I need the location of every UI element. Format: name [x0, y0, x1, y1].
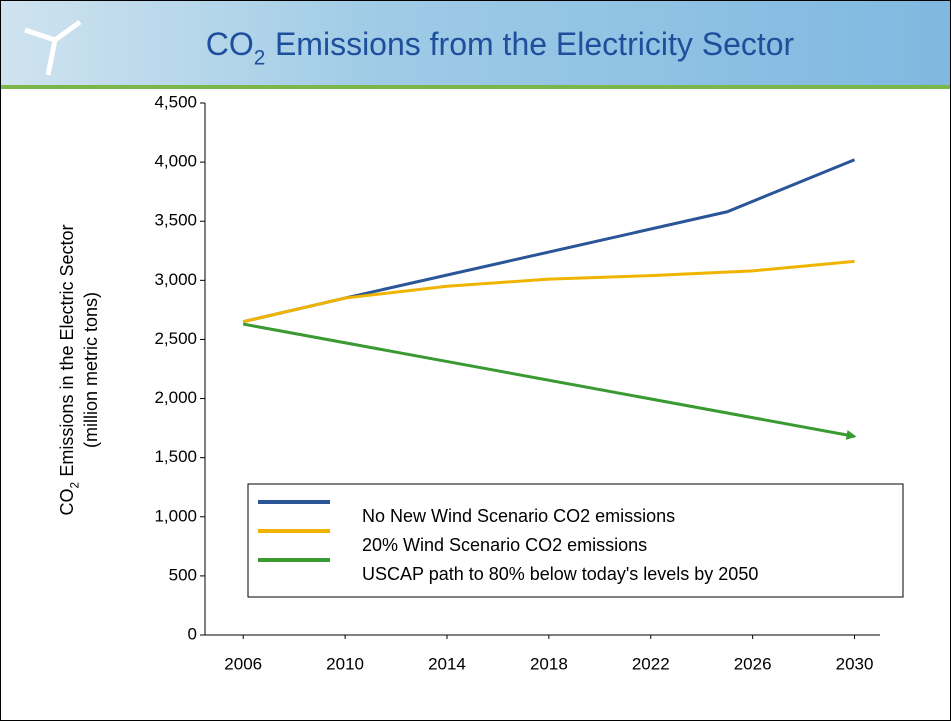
y-tick-label: 2,000	[154, 388, 197, 407]
x-tick-label: 2022	[632, 654, 670, 673]
legend-label: No New Wind Scenario CO2 emissions	[362, 506, 675, 526]
legend-label: USCAP path to 80% below today's levels b…	[362, 564, 758, 584]
legend-label: 20% Wind Scenario CO2 emissions	[362, 535, 647, 555]
x-tick-label: 2026	[734, 654, 772, 673]
series-line	[242, 259, 855, 324]
text-rest: Emissions in the Electric Sector	[57, 224, 77, 476]
y-axis-title-line2: (million metric tons)	[81, 292, 101, 448]
series-line	[242, 322, 857, 440]
y-tick-label: 1,000	[154, 506, 197, 525]
y-tick-label: 3,000	[154, 270, 197, 289]
y-tick-label: 500	[169, 565, 197, 584]
y-tick-label: 4,500	[154, 92, 197, 111]
header-rule	[1, 85, 950, 89]
x-tick-label: 2030	[836, 654, 874, 673]
text-subscript: 2	[68, 482, 81, 489]
y-tick-label: 4,000	[154, 152, 197, 171]
turbine-icon	[24, 19, 82, 76]
header-band	[1, 1, 950, 85]
y-axis-title: CO2 Emissions in the Electric Sector	[57, 224, 81, 515]
x-tick-label: 2006	[224, 654, 262, 673]
x-tick-label: 2010	[326, 654, 364, 673]
x-tick-label: 2018	[530, 654, 568, 673]
text-subscript: 2	[254, 47, 266, 70]
x-tick-label: 2014	[428, 654, 466, 673]
text-main: CO	[57, 489, 77, 516]
chart-title: CO2 Emissions from the Electricity Sector	[206, 26, 795, 70]
text-rest: Emissions from the Electricity Sector	[275, 26, 795, 62]
y-tick-label: 0	[188, 624, 197, 643]
y-tick-label: 3,500	[154, 211, 197, 230]
y-tick-label: 2,500	[154, 329, 197, 348]
legend	[247, 483, 904, 598]
y-tick-label: 1,500	[154, 447, 197, 466]
text-main: CO	[206, 26, 254, 62]
